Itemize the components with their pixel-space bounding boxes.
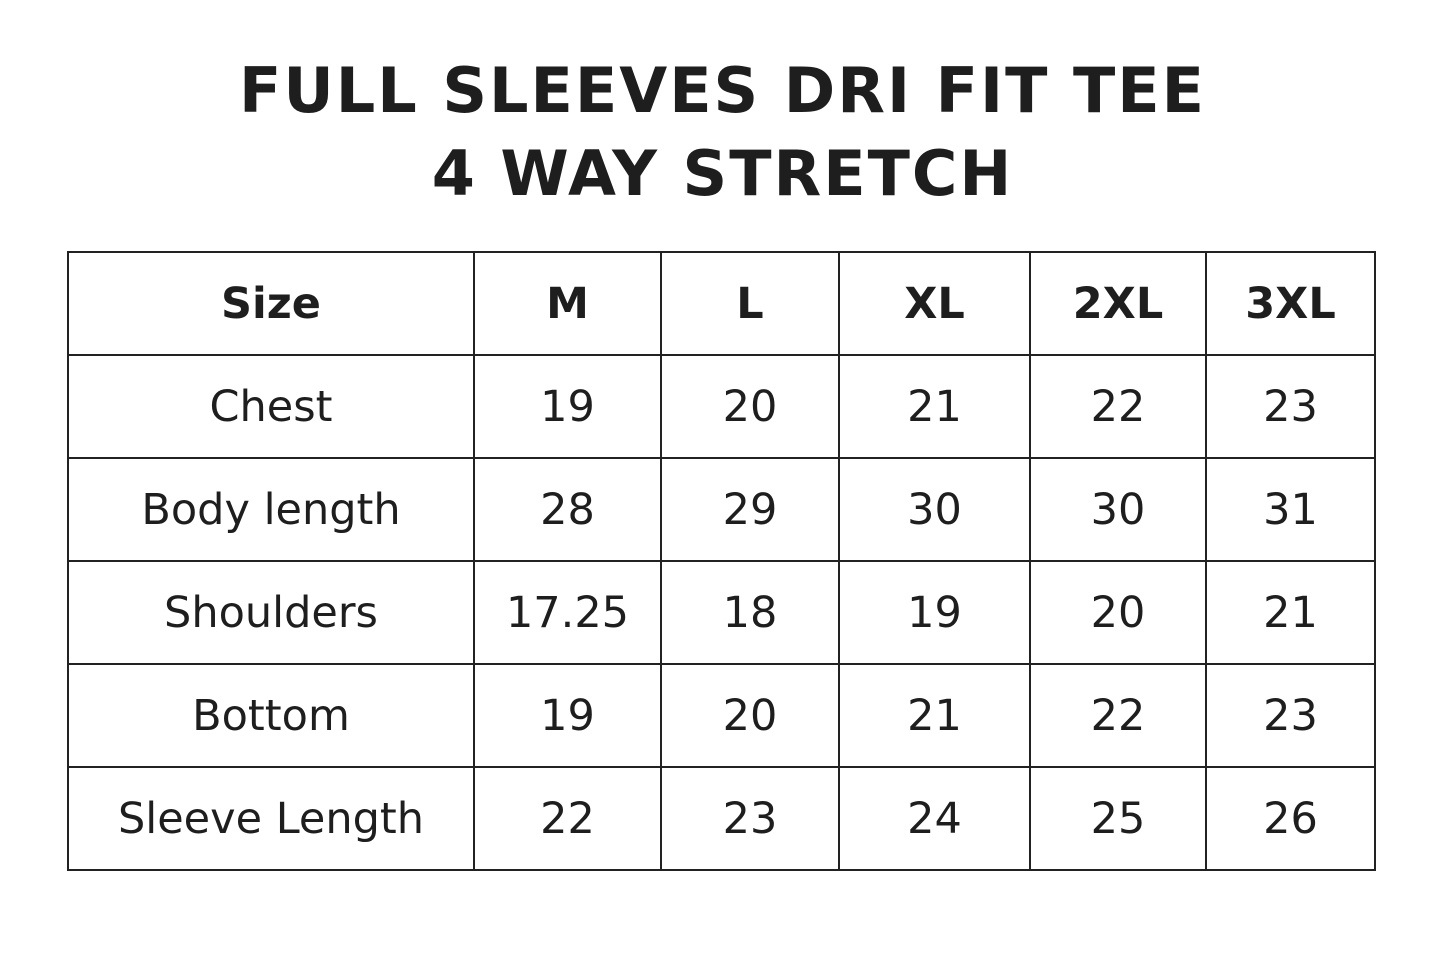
value-cell: 21	[1205, 560, 1376, 665]
value-cell: 29	[660, 457, 840, 562]
table-header-row: Size M L XL 2XL 3XL	[67, 251, 1376, 356]
value-cell: L	[660, 251, 840, 356]
table-row: Body length 28 29 30 30 31	[67, 457, 1376, 562]
value-cell: 23	[1205, 663, 1376, 768]
value-cell: 22	[473, 766, 662, 871]
value-cell: 20	[660, 663, 840, 768]
value-cell: 23	[1205, 354, 1376, 459]
row-label-cell: Shoulders	[67, 560, 475, 665]
value-cell: 25	[1029, 766, 1207, 871]
value-cell: 30	[838, 457, 1031, 562]
value-cell: 3XL	[1205, 251, 1376, 356]
value-cell: 19	[473, 354, 662, 459]
value-cell: 23	[660, 766, 840, 871]
value-cell: 28	[473, 457, 662, 562]
row-label-cell: Sleeve Length	[67, 766, 475, 871]
value-cell: 22	[1029, 354, 1207, 459]
table-row: Chest 19 20 21 22 23	[67, 354, 1376, 459]
value-cell: 17.25	[473, 560, 662, 665]
row-label-cell: Bottom	[67, 663, 475, 768]
table-row: Bottom 19 20 21 22 23	[67, 663, 1376, 768]
row-label-cell: Chest	[67, 354, 475, 459]
value-cell: 20	[660, 354, 840, 459]
row-label-cell: Size	[67, 251, 475, 356]
value-cell: 19	[838, 560, 1031, 665]
row-label-cell: Body length	[67, 457, 475, 562]
value-cell: 2XL	[1029, 251, 1207, 356]
table-row: Sleeve Length 22 23 24 25 26	[67, 766, 1376, 871]
value-cell: 30	[1029, 457, 1207, 562]
value-cell: 21	[838, 354, 1031, 459]
value-cell: 21	[838, 663, 1031, 768]
value-cell: 19	[473, 663, 662, 768]
value-cell: 18	[660, 560, 840, 665]
value-cell: 22	[1029, 663, 1207, 768]
title-line-2: 4 WAY STRETCH	[431, 137, 1014, 210]
value-cell: M	[473, 251, 662, 356]
table-row: Shoulders 17.25 18 19 20 21	[67, 560, 1376, 665]
title-line-1: FULL SLEEVES DRI FIT TEE	[239, 54, 1206, 127]
size-chart-table: Size M L XL 2XL 3XL Chest 19 20 21 22 23 Body length…	[67, 251, 1376, 871]
value-cell: XL	[838, 251, 1031, 356]
value-cell: 31	[1205, 457, 1376, 562]
value-cell: 24	[838, 766, 1031, 871]
value-cell: 26	[1205, 766, 1376, 871]
value-cell: 20	[1029, 560, 1207, 665]
